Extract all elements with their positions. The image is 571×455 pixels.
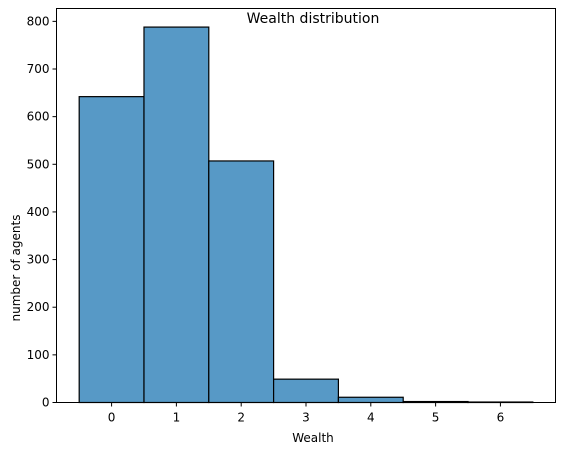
x-axis-ticks: 0 1 2 3 4 5 6 xyxy=(108,402,505,425)
y-tick-label: 0 xyxy=(42,396,50,410)
bar-4 xyxy=(337,396,404,404)
y-tick-label: 300 xyxy=(27,253,50,267)
bar-1 xyxy=(143,26,210,404)
x-tick-label: 4 xyxy=(367,411,375,425)
y-axis-label: number of agents xyxy=(9,215,23,322)
x-tick-label: 6 xyxy=(497,411,505,425)
x-axis-label: Wealth xyxy=(292,431,334,445)
y-tick-label: 400 xyxy=(27,205,50,219)
plot-frame xyxy=(56,8,556,403)
y-tick-label: 800 xyxy=(27,14,50,28)
bar-2 xyxy=(208,160,275,404)
x-tick-label: 5 xyxy=(432,411,440,425)
bar-3 xyxy=(272,378,340,404)
y-tick-label: 700 xyxy=(27,62,50,76)
x-tick-label: 0 xyxy=(108,411,116,425)
x-tick-label: 2 xyxy=(237,411,245,425)
x-tick-label: 3 xyxy=(302,411,310,425)
chart-title: Wealth distribution xyxy=(247,11,380,27)
y-tick-label: 100 xyxy=(27,348,50,362)
y-tick-label: 600 xyxy=(27,110,50,124)
y-axis-ticks: 0 100 200 300 400 500 600 700 800 xyxy=(27,14,57,410)
x-tick-label: 1 xyxy=(173,411,181,425)
y-tick-label: 200 xyxy=(27,300,50,314)
bar-0 xyxy=(78,96,145,404)
bars-group xyxy=(78,26,534,404)
y-tick-label: 500 xyxy=(27,157,50,171)
